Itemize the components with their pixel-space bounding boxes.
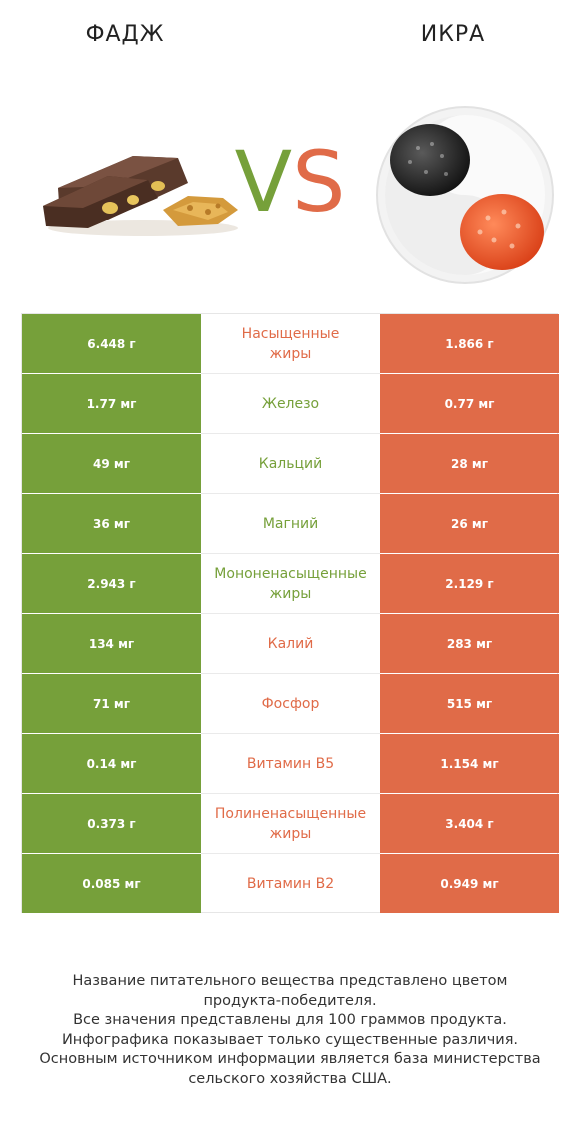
right-value: 2.129 г (380, 554, 559, 613)
nutrient-label: Полиненасыщенные жиры (214, 805, 367, 842)
left-value: 0.14 мг (22, 734, 201, 793)
nutrient-label: Витамин B5 (246, 755, 335, 772)
vs-v: V (234, 133, 293, 231)
row-divider (201, 613, 380, 614)
footnote-line: Все значения представлены для 100 граммо… (73, 1012, 507, 1028)
left-value: 71 мг (22, 674, 201, 733)
footnote-line: сельского хозяйства США. (188, 1070, 392, 1087)
table-row: 71 мг Фосфор 515 мг (22, 674, 559, 734)
row-divider (201, 553, 380, 554)
footnote-line: Основным источником информации является … (39, 1051, 541, 1067)
right-value: 3.404 г (380, 794, 559, 853)
nutrient-label: Фосфор (261, 695, 320, 712)
nutrient-label: Кальций (258, 455, 323, 472)
row-divider (201, 673, 380, 674)
table-row: 0.085 мг Витамин B2 0.949 мг (22, 854, 559, 914)
left-value: 6.448 г (22, 314, 201, 373)
left-value: 134 мг (22, 614, 201, 673)
table-row: 0.373 г Полиненасыщенные жиры 3.404 г (22, 794, 559, 854)
row-divider (201, 493, 380, 494)
right-value: 0.77 мг (380, 374, 559, 433)
left-value: 49 мг (22, 434, 201, 493)
caviar-image (376, 106, 554, 284)
comparison-table: 6.448 г Насыщенные жиры 1.866 г 1.77 мг … (21, 313, 559, 914)
row-divider (201, 433, 380, 434)
right-value: 1.154 мг (380, 734, 559, 793)
table-row: 6.448 г Насыщенные жиры 1.866 г (22, 314, 559, 374)
nutrient-label: Железо (261, 395, 320, 412)
right-value: 26 мг (380, 494, 559, 553)
right-value: 28 мг (380, 434, 559, 493)
right-value: 283 мг (380, 614, 559, 673)
left-value: 1.77 мг (22, 374, 201, 433)
table-row: 0.14 мг Витамин B5 1.154 мг (22, 734, 559, 794)
row-divider (201, 373, 380, 374)
right-value: 0.949 мг (380, 854, 559, 913)
vs-s: S (292, 133, 346, 231)
nutrient-label: Витамин B2 (246, 875, 335, 892)
footnote: Название питательного вещества представл… (20, 972, 560, 1089)
left-value: 0.085 мг (22, 854, 201, 913)
left-value: 0.373 г (22, 794, 201, 853)
fudge-image (43, 156, 238, 236)
right-value: 515 мг (380, 674, 559, 733)
right-food-title: ИКРА (420, 22, 486, 47)
footnote-line: Инфографика показывает только существенн… (61, 1031, 519, 1048)
nutrient-label: Магний (262, 515, 319, 532)
row-divider (201, 853, 380, 854)
row-divider (201, 793, 380, 794)
table-row: 134 мг Калий 283 мг (22, 614, 559, 674)
table-row: 49 мг Кальций 28 мг (22, 434, 559, 494)
nutrient-label: Калий (267, 635, 314, 652)
footnote-line: продукта-победителя. (203, 992, 377, 1009)
table-row: 36 мг Магний 26 мг (22, 494, 559, 554)
left-food-title: ФАДЖ (85, 22, 165, 47)
left-value: 36 мг (22, 494, 201, 553)
left-value: 2.943 г (22, 554, 201, 613)
table-row: 2.943 г Мононенасыщенные жиры 2.129 г (22, 554, 559, 614)
table-row: 1.77 мг Железо 0.77 мг (22, 374, 559, 434)
vs-label: VS (222, 132, 358, 232)
right-value: 1.866 г (380, 314, 559, 373)
row-divider (201, 733, 380, 734)
nutrient-label: Насыщенные жиры (241, 325, 340, 362)
nutrient-label: Мононенасыщенные жиры (214, 565, 367, 602)
footnote-line: Название питательного вещества представл… (72, 973, 508, 989)
